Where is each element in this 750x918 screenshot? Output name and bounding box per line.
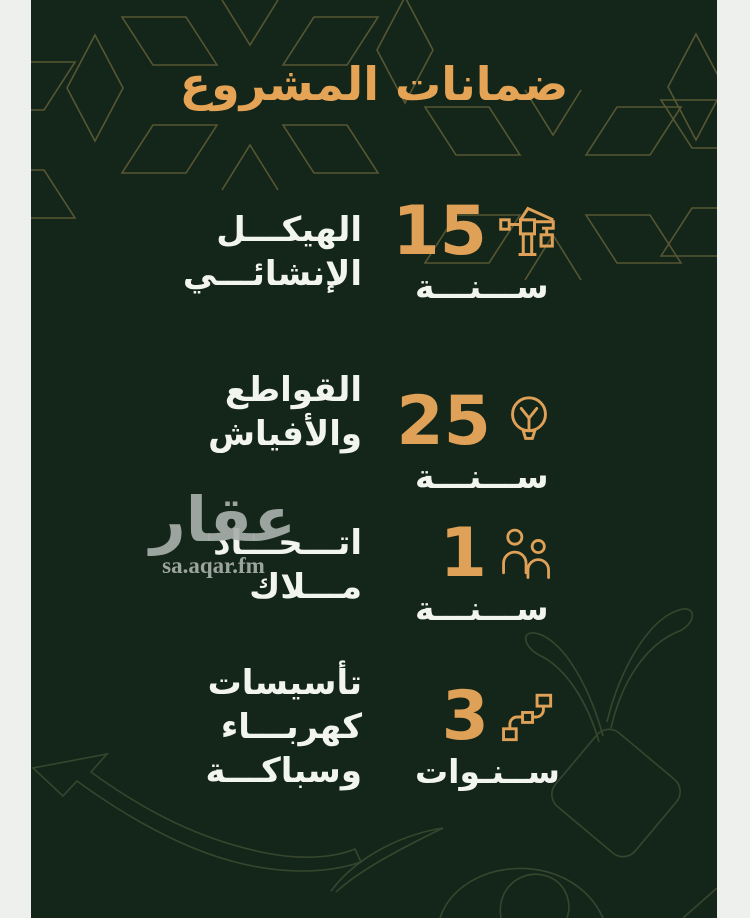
guarantee-number: 3	[441, 677, 489, 756]
label-line: والأفياش	[208, 414, 362, 455]
guarantee-label-owners-union: اتـــحـــاد مـــلاك	[213, 521, 362, 609]
crane-icon	[499, 206, 555, 256]
guarantee-number: 1	[439, 514, 487, 593]
arrow-sketch	[31, 752, 363, 872]
geometric-star-pattern	[31, 0, 717, 281]
guarantee-label-breakers: القواطع والأفياش	[208, 368, 362, 456]
guarantee-label-utilities: تأسيسات كهربـــاء وسباكـــة	[206, 661, 362, 794]
guarantee-label-structure: الهيكـــل الإنشائـــي	[183, 208, 362, 296]
right-margin-strip	[717, 0, 750, 918]
watermark-logo: عقار	[150, 483, 296, 556]
guarantee-unit: ســـنـــة	[415, 267, 549, 307]
tail-line-sketch	[330, 827, 444, 893]
guarantee-value-owners-union: 1 ســـنـــة	[415, 518, 557, 629]
watermark-site: sa.aqar.fm	[162, 553, 265, 578]
sketch-decorations	[31, 608, 717, 918]
plant-sketch-left-leaf	[524, 632, 604, 743]
left-margin-strip	[0, 0, 31, 918]
label-line: وسباكـــة	[205, 751, 362, 792]
guarantee-unit: ســـنـــة	[415, 589, 549, 629]
label-line: تأسيسات	[207, 663, 362, 703]
tilted-square-sketch	[551, 728, 681, 858]
label-line: مـــلاك	[249, 567, 362, 608]
lightbulb-icon	[511, 396, 547, 440]
guarantees-card: ضمانات المشروع الهيكـــل الإنشائـــي 15	[31, 0, 717, 918]
corner-line-sketch	[682, 887, 717, 918]
owners-union-icon	[502, 528, 550, 579]
guarantee-value-structure: 15 ســـنـــة	[392, 196, 557, 307]
background-decoration	[31, 0, 717, 918]
pipes-icon	[502, 693, 553, 741]
guarantee-unit: ســـنـــة	[415, 457, 549, 497]
loop-sketch	[499, 873, 570, 918]
guarantee-number: 25	[396, 382, 491, 461]
page-title: ضمانات المشروع	[179, 57, 569, 111]
guarantee-value-breakers: 25 ســـنـــة	[396, 386, 557, 497]
plant-sketch-right-leaf	[606, 608, 694, 729]
label-line: القواطع	[224, 370, 362, 410]
label-line: الهيكـــل	[216, 210, 362, 250]
watermark: عقار sa.aqar.fm	[131, 483, 296, 579]
guarantee-value-utilities: 3 ســنـوات	[415, 677, 560, 792]
guarantee-number: 15	[392, 192, 487, 271]
label-line: الإنشائـــي	[182, 254, 362, 295]
label-line: كهربـــاء	[220, 707, 362, 748]
guarantee-unit: ســنـوات	[415, 752, 560, 792]
dome-arc-sketch	[439, 867, 604, 918]
label-line: اتـــحـــاد	[213, 523, 362, 563]
